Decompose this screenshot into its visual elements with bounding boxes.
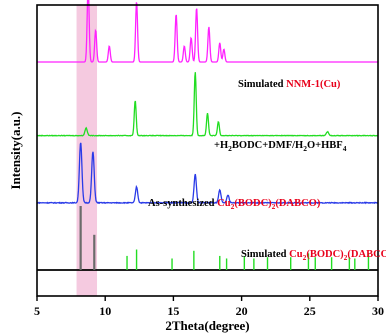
- x-tick-label: 10: [99, 304, 111, 318]
- x-tick-label: 15: [167, 304, 179, 318]
- series-label-as-synthesized: As-synthesized Cu2(BODC)2(DABCO): [148, 198, 321, 211]
- series-layer: [36, 0, 379, 271]
- x-ticks: 5 10 15 20 25 30: [34, 296, 384, 318]
- x-tick-label: 25: [304, 304, 316, 318]
- plot-frame: [36, 4, 379, 297]
- series-sim-cu-bodc-dabco: [37, 206, 378, 271]
- series-labels: Simulated Cu2(BODC)2(DABCO) As-synthesize…: [148, 79, 386, 262]
- series-line: [36, 72, 379, 137]
- x-tick-label: 30: [372, 304, 384, 318]
- x-tick-label: 5: [34, 304, 40, 318]
- series-sim-nnm1: [37, 0, 378, 63]
- y-axis-title: Intensity(a.u.): [8, 111, 23, 189]
- series-h2bodc-mix: [36, 72, 379, 137]
- series-label-sim-nnm1: Simulated NNM-1(Cu): [238, 79, 341, 90]
- series-label-sim-cu-bodc-dabco: Simulated Cu2(BODC)2(DABCO): [241, 249, 386, 262]
- x-tick-label: 20: [236, 304, 248, 318]
- series-line: [36, 142, 379, 205]
- series-label-h2bodc-mix: +H2BODC+DMF/H2O+HBF4: [214, 140, 347, 153]
- x-axis-title: 2Theta(degree): [165, 318, 249, 333]
- plot-area: 5 10 15 20 25 30 Simulated Cu2(BODC)2(DABCO) A…: [34, 0, 386, 318]
- series-line: [37, 0, 378, 63]
- series-as-synthesized: [36, 142, 379, 205]
